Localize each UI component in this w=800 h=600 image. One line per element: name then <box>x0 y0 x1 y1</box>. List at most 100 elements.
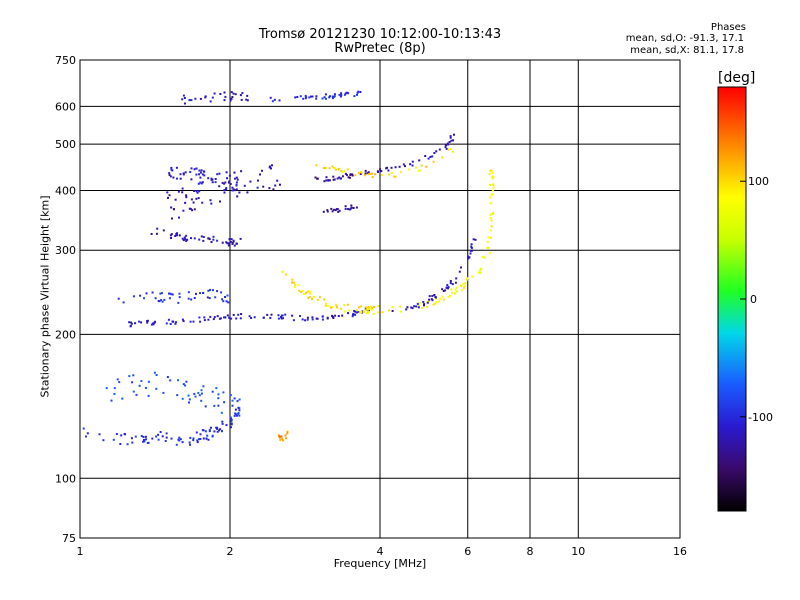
data-point <box>195 292 197 295</box>
data-point <box>198 190 201 193</box>
data-point <box>305 291 308 294</box>
data-point <box>297 283 300 286</box>
data-point <box>348 309 351 312</box>
data-point <box>197 197 200 200</box>
data-point <box>199 97 202 100</box>
data-point <box>417 306 420 309</box>
data-point <box>202 292 204 294</box>
data-point <box>105 387 108 390</box>
data-point <box>334 168 337 171</box>
data-point <box>199 171 202 174</box>
data-point <box>140 435 143 437</box>
data-point <box>210 202 213 205</box>
data-point <box>115 433 118 435</box>
data-point <box>165 436 168 439</box>
data-point <box>199 433 202 436</box>
data-point <box>279 183 281 186</box>
data-point <box>224 181 227 184</box>
data-point <box>347 208 350 210</box>
data-point <box>235 176 238 179</box>
data-point <box>193 168 196 171</box>
data-point <box>206 434 209 437</box>
data-point <box>179 173 182 176</box>
data-point <box>471 275 474 278</box>
data-point <box>332 178 335 181</box>
data-point <box>467 257 470 260</box>
data-point <box>343 170 346 173</box>
data-point <box>171 293 174 296</box>
data-point <box>202 236 205 238</box>
data-point <box>181 191 184 194</box>
data-point <box>447 143 449 146</box>
data-point <box>203 316 206 319</box>
data-point <box>333 178 336 181</box>
data-point <box>193 297 196 299</box>
data-point <box>241 92 244 95</box>
data-point <box>192 437 195 440</box>
data-point <box>434 302 437 305</box>
data-point <box>281 270 284 273</box>
data-point <box>388 173 391 176</box>
data-point <box>293 286 296 288</box>
data-point <box>429 155 432 158</box>
data-point <box>143 438 145 441</box>
data-point <box>449 280 452 282</box>
data-point <box>379 168 381 171</box>
y-tick-label: 600 <box>55 100 76 113</box>
data-point <box>221 181 224 184</box>
data-point <box>199 292 201 295</box>
data-point <box>356 91 359 94</box>
data-point <box>238 191 241 194</box>
data-point <box>167 318 170 321</box>
data-point <box>367 311 369 314</box>
data-point <box>170 166 173 169</box>
data-point <box>328 96 331 99</box>
data-point <box>178 234 181 237</box>
data-point <box>266 313 269 316</box>
data-point <box>155 232 158 235</box>
data-point <box>446 284 449 287</box>
data-point <box>325 179 328 182</box>
data-point <box>210 426 212 429</box>
data-point <box>354 174 357 177</box>
data-point <box>230 238 233 241</box>
data-point <box>228 174 231 177</box>
data-point <box>486 240 489 243</box>
x-tick-label: 4 <box>377 545 384 558</box>
data-point <box>227 244 230 247</box>
data-point <box>269 316 272 319</box>
data-point <box>460 266 462 269</box>
data-point <box>439 297 441 300</box>
data-point <box>367 171 370 174</box>
data-point <box>189 171 192 173</box>
data-point <box>353 310 356 312</box>
data-point <box>246 94 249 97</box>
data-point <box>187 394 190 397</box>
data-point <box>370 308 373 311</box>
data-point <box>157 438 160 441</box>
data-point <box>170 237 172 239</box>
data-point <box>216 426 219 429</box>
data-point <box>197 391 200 394</box>
data-point <box>199 320 202 323</box>
y-tick-label: 750 <box>55 54 76 67</box>
data-point <box>224 296 226 298</box>
data-point <box>229 394 232 397</box>
colorbar-tick-label: 0 <box>750 293 757 306</box>
data-point <box>335 306 338 309</box>
data-point <box>190 167 193 170</box>
y-tick-label: 200 <box>55 328 76 341</box>
data-point <box>366 308 369 311</box>
data-point <box>487 236 490 239</box>
data-point <box>308 96 311 99</box>
data-point <box>155 387 158 390</box>
data-point <box>488 184 491 186</box>
data-point <box>366 307 369 310</box>
data-point <box>351 315 354 318</box>
data-point <box>223 182 225 185</box>
data-point <box>432 160 435 163</box>
data-point <box>234 93 237 96</box>
data-point <box>428 295 431 298</box>
data-point <box>364 308 367 311</box>
data-point <box>208 238 211 241</box>
